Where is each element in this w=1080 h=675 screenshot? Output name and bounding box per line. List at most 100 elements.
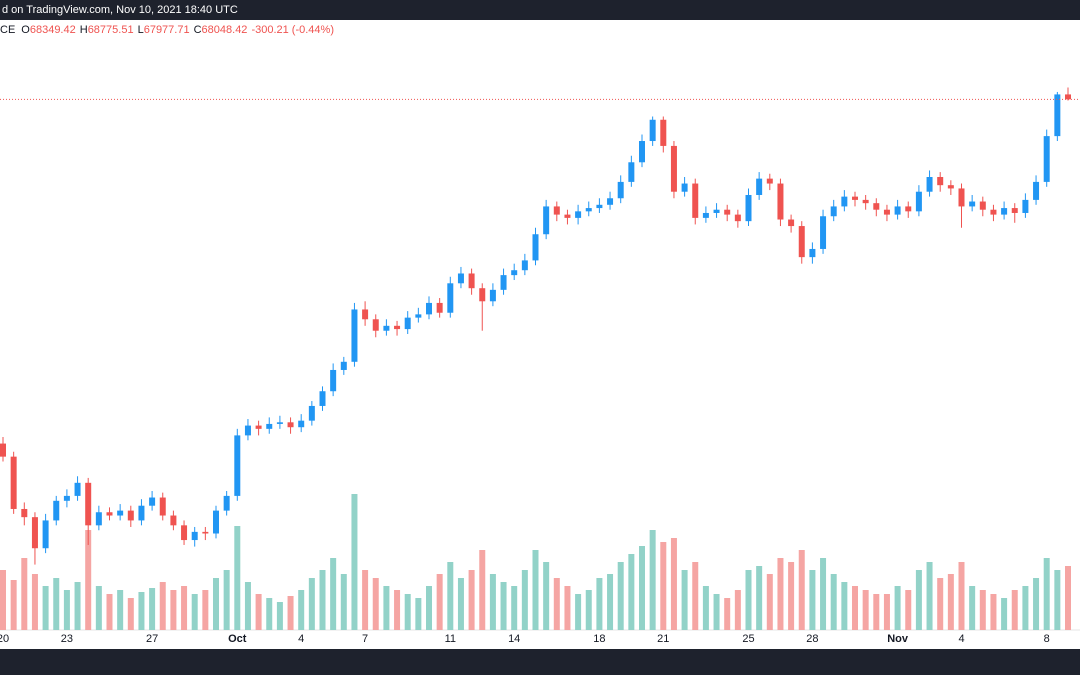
volume-bar xyxy=(969,586,976,630)
candle-body xyxy=(234,435,241,496)
legend-value: -300.21 (-0.44%) xyxy=(251,24,334,36)
candle-body xyxy=(777,183,784,220)
volume-bar xyxy=(266,598,273,630)
legend-label: L xyxy=(138,24,144,36)
candle-body xyxy=(713,209,720,213)
candle-body xyxy=(681,183,688,192)
volume-bar xyxy=(937,578,944,630)
candle-body xyxy=(170,515,177,526)
volume-bar xyxy=(351,494,358,630)
candle-body xyxy=(990,209,997,215)
legend-label: H xyxy=(80,24,88,36)
volume-bar xyxy=(213,578,219,630)
volume-bar xyxy=(426,586,432,630)
volume-bar xyxy=(607,574,614,630)
candle-body xyxy=(926,176,933,192)
volume-bar xyxy=(521,570,528,630)
candle-body xyxy=(489,289,496,302)
candle-body xyxy=(223,495,230,511)
volume-bar xyxy=(362,570,369,630)
candle-body xyxy=(10,456,17,509)
ohlc-legend: CE O68349.42 H68775.51 L67977.71 C68048.42 -3… xyxy=(0,24,334,36)
volume-bar xyxy=(639,546,645,630)
candle-body xyxy=(468,273,475,289)
candle-body xyxy=(543,206,550,235)
volume-bar xyxy=(830,574,837,630)
volume-bar xyxy=(809,570,816,630)
volume-bar xyxy=(159,582,166,630)
volume-bar xyxy=(788,562,795,630)
volume-bar xyxy=(873,594,880,630)
volume-bar xyxy=(42,586,49,630)
x-tick-label: 11 xyxy=(445,633,456,645)
volume-bar xyxy=(223,570,230,630)
volume-bar xyxy=(191,594,198,630)
volume-bar xyxy=(489,574,496,630)
volume-bar xyxy=(617,562,624,630)
candle-body xyxy=(692,183,699,218)
volume-bar xyxy=(702,586,709,630)
candle-body xyxy=(436,302,443,313)
volume-bar xyxy=(862,590,869,630)
candle-body xyxy=(947,185,954,189)
volume-bar xyxy=(756,566,763,630)
volume-bar xyxy=(138,592,145,630)
volume-bar xyxy=(1065,566,1071,630)
volume-bar xyxy=(820,558,827,630)
volume-bar xyxy=(74,582,81,630)
candle-body xyxy=(1022,199,1029,213)
candle-body xyxy=(362,309,369,320)
candle-body xyxy=(915,191,922,212)
volume-bar xyxy=(883,594,890,630)
candle-body xyxy=(447,283,454,313)
x-tick-label: 4 xyxy=(298,633,304,645)
legend-label: C xyxy=(194,24,202,36)
candle-body xyxy=(969,201,976,207)
candle-body xyxy=(553,206,560,215)
volume-bar xyxy=(777,558,784,630)
candle-body xyxy=(63,495,70,501)
candle-body xyxy=(639,141,645,163)
volume-bar xyxy=(234,526,241,630)
candle-body xyxy=(575,211,582,218)
volume-bar xyxy=(724,598,731,630)
candle-body xyxy=(1001,208,1008,215)
candle-body xyxy=(479,288,486,302)
volume-bar xyxy=(979,590,986,630)
volume-bar xyxy=(1043,558,1050,630)
volume-bar xyxy=(95,586,102,630)
volume-bar xyxy=(117,590,124,630)
candle-body xyxy=(809,248,816,258)
volume-bar xyxy=(798,550,805,630)
candle-body xyxy=(74,482,81,496)
volume-bar xyxy=(575,594,582,630)
volume-bar xyxy=(947,574,954,630)
candle-body xyxy=(607,198,614,205)
volume-bar xyxy=(852,586,858,630)
volume-bar xyxy=(500,582,507,630)
candle-body xyxy=(1011,208,1018,213)
x-tick-label: 21 xyxy=(657,633,669,645)
volume-bar xyxy=(244,582,251,630)
volume-bar xyxy=(170,590,177,630)
candle-body xyxy=(937,176,944,186)
candle-body xyxy=(213,510,219,534)
volume-bar xyxy=(479,550,486,630)
candle-body xyxy=(255,425,262,429)
volume-bar xyxy=(372,578,379,630)
candle-body xyxy=(266,423,273,429)
x-tick-label: 4 xyxy=(958,633,964,645)
volume-bar xyxy=(543,562,550,630)
volume-bar xyxy=(53,578,60,630)
candle-body xyxy=(958,188,965,207)
x-tick-label: 25 xyxy=(742,633,754,645)
candle-body xyxy=(564,214,571,218)
volume-bar xyxy=(330,558,337,630)
volume-bar xyxy=(660,542,667,630)
x-tick-label: Nov xyxy=(887,633,909,645)
candle-body xyxy=(383,325,390,331)
candle-body xyxy=(372,319,379,331)
candle-body xyxy=(830,206,837,217)
volume-bar xyxy=(308,578,315,630)
